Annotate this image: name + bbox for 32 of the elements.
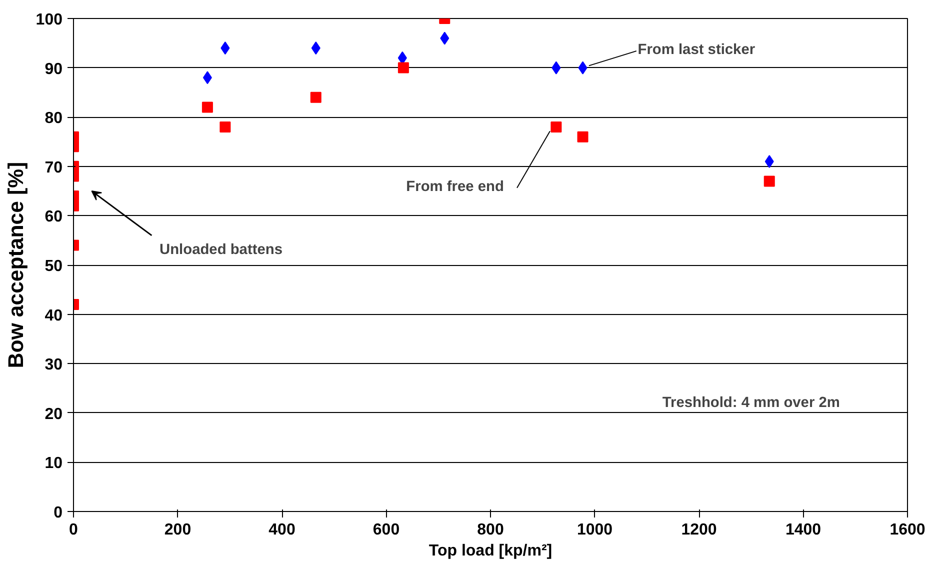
- x-tick-label: 200: [164, 522, 192, 538]
- y-tick-label: 70: [44, 159, 63, 176]
- x-tick-label: 400: [268, 522, 296, 538]
- y-tick-label: 100: [36, 12, 63, 28]
- point: [398, 51, 407, 64]
- x-tick-label: 1000: [576, 522, 613, 538]
- x-tick-label: 1200: [681, 522, 717, 538]
- y-tick-label: 30: [44, 356, 63, 374]
- x-tick-label: 600: [372, 522, 400, 538]
- point: [552, 61, 561, 74]
- point: [578, 61, 588, 74]
- y-tick-label: 10: [44, 455, 63, 472]
- point: [311, 42, 320, 55]
- y-tick-label: 20: [44, 406, 63, 423]
- x-tick-label: 1600: [890, 522, 926, 538]
- annotation: Treshhold: 4 mm over 2m: [662, 395, 840, 412]
- y-tick-label: 50: [44, 258, 63, 275]
- annotation: From last sticker: [638, 42, 756, 58]
- x-tick-label: 1400: [785, 522, 822, 538]
- x-tick-label: 800: [477, 522, 504, 538]
- point: [764, 154, 774, 168]
- y-tick-label: 80: [44, 110, 63, 128]
- x-tick-label: 0: [69, 522, 78, 538]
- y-axis-title: Bow acceptance [%]: [4, 162, 28, 368]
- x-axis-title: Top load [kp/m²]: [428, 542, 552, 560]
- y-tick-label: 90: [44, 60, 63, 78]
- y-tick-label: 0: [54, 504, 63, 522]
- annotation: Unloaded battens: [160, 242, 282, 258]
- point: [440, 32, 450, 45]
- annotation: From free end: [406, 178, 504, 195]
- y-tick-label: 40: [44, 307, 63, 324]
- y-tick-label: 60: [44, 208, 63, 226]
